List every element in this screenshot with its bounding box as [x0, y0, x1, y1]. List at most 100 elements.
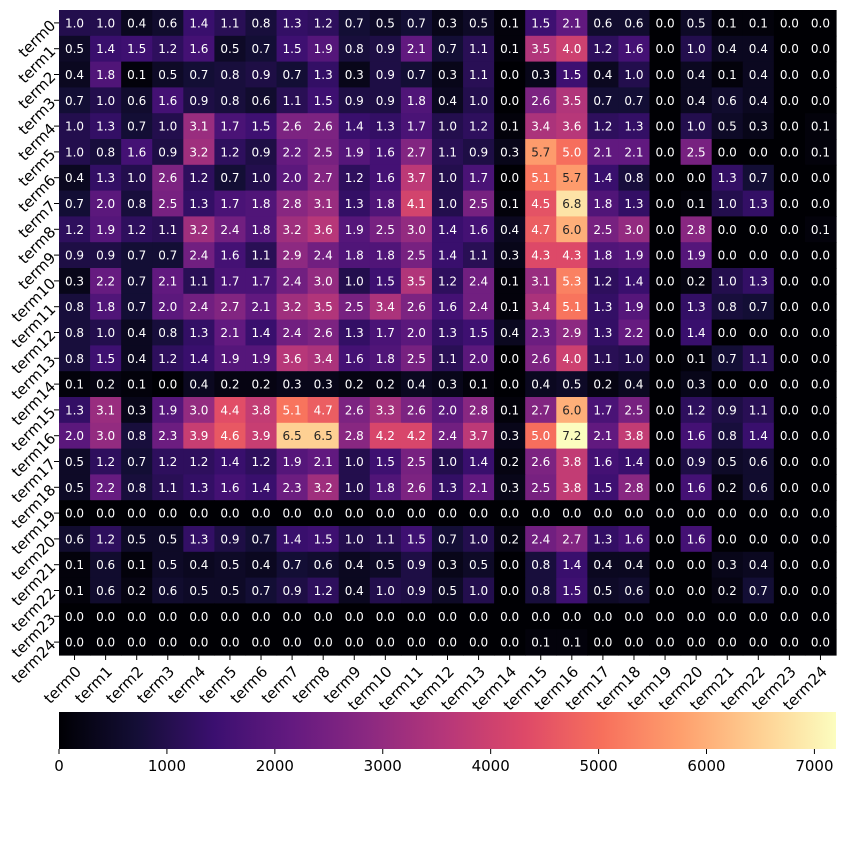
heatmap-cell [494, 164, 526, 192]
heatmap-cell [773, 293, 806, 321]
heatmap-cell [307, 216, 340, 243]
cell-value-label: 1.0 [96, 94, 115, 108]
heatmap-cell [649, 319, 682, 346]
cell-value-label: 1.5 [251, 120, 270, 134]
heatmap-cell [494, 345, 526, 372]
heatmap-cell [773, 61, 806, 88]
cell-value-label: 0.7 [127, 249, 146, 263]
heatmap-cell [338, 216, 371, 243]
cell-value-label: 0.5 [376, 16, 395, 30]
heatmap-cell [525, 87, 557, 114]
heatmap-cell [121, 216, 153, 243]
cell-value-label: 1.3 [438, 326, 457, 340]
cell-value-label: 0.0 [127, 507, 146, 521]
heatmap-cell [276, 629, 309, 656]
heatmap-cell [245, 319, 278, 346]
heatmap-cell [680, 345, 713, 372]
heatmap-cell [711, 422, 744, 450]
cell-value-label: 3.0 [314, 274, 333, 288]
heatmap-cell [59, 474, 91, 501]
heatmap-cell [494, 293, 526, 321]
cell-value-label: 0.0 [189, 507, 208, 521]
cell-value-label: 0.5 [158, 68, 177, 82]
cell-value-label: 0.4 [127, 326, 146, 340]
heatmap-cell [400, 500, 433, 527]
cell-value-label: 1.0 [65, 120, 84, 134]
cell-value-label: 1.1 [283, 94, 302, 108]
cell-value-label: 0.7 [251, 42, 270, 56]
heatmap-cell [307, 422, 340, 450]
cell-value-label: 0.0 [656, 352, 675, 366]
cell-value-label: 0.9 [283, 584, 302, 598]
cell-value-label: 4.1 [407, 197, 426, 211]
cell-value-label: 0.4 [251, 558, 270, 572]
heatmap-cell [680, 242, 713, 269]
cell-value-label: 0.8 [624, 171, 643, 185]
heatmap-cell [618, 397, 651, 424]
heatmap-cell [214, 61, 247, 88]
heatmap-cell [276, 603, 309, 630]
heatmap-cell [463, 242, 495, 269]
heatmap-cell [400, 113, 433, 140]
heatmap-cell [214, 293, 247, 321]
cell-value-label: 0.4 [189, 558, 208, 572]
heatmap-cell [183, 397, 215, 424]
heatmap-cell [183, 35, 215, 63]
cell-value-label: 0.6 [749, 481, 768, 495]
heatmap-cell [773, 268, 806, 295]
cell-value-label: 2.7 [407, 145, 426, 159]
cell-value-label: 0.0 [500, 352, 519, 366]
heatmap-cell [338, 10, 371, 37]
cell-value-label: 0.6 [127, 94, 146, 108]
cell-value-label: 3.8 [562, 455, 581, 469]
cell-value-label: 0.1 [500, 120, 519, 134]
cell-value-label: 0.0 [656, 636, 675, 650]
heatmap-cell [711, 551, 744, 579]
cell-value-label: 1.0 [96, 326, 115, 340]
cell-value-label: 0.0 [158, 636, 177, 650]
heatmap-cell [587, 526, 620, 553]
cell-value-label: 1.0 [624, 352, 643, 366]
heatmap-cell [152, 500, 184, 527]
heatmap-cell [183, 10, 215, 37]
cell-value-label: 1.1 [469, 42, 488, 56]
cell-value-label: 1.9 [687, 249, 706, 263]
heatmap-cell [587, 61, 620, 88]
heatmap-cell [121, 397, 153, 424]
cell-value-label: 0.0 [780, 352, 799, 366]
cell-value-label: 1.5 [283, 42, 302, 56]
heatmap-cell [183, 551, 215, 579]
heatmap-cell [183, 139, 215, 166]
cell-value-label: 3.8 [624, 429, 643, 443]
cell-value-label: 2.0 [283, 171, 302, 185]
cell-value-label: 1.6 [687, 429, 706, 443]
cell-value-label: 0.1 [469, 378, 488, 392]
heatmap-cell [618, 474, 651, 501]
cell-value-label: 0.9 [407, 584, 426, 598]
colorbar-tick-label: 7000 [795, 757, 833, 775]
cell-value-label: 0.0 [407, 507, 426, 521]
heatmap-cell [152, 139, 184, 166]
cell-value-label: 0.0 [251, 610, 270, 624]
cell-value-label: 0.0 [811, 300, 830, 314]
cell-value-label: 0.6 [158, 16, 177, 30]
colorbar-tick-label: 4000 [472, 757, 510, 775]
heatmap-cell [245, 397, 278, 424]
heatmap-cell [369, 319, 402, 346]
cell-value-label: 2.6 [407, 300, 426, 314]
heatmap-cell [649, 603, 682, 630]
heatmap-cell [742, 35, 775, 63]
heatmap-cell [121, 603, 153, 630]
heatmap-cell [90, 551, 122, 579]
cell-value-label: 0.0 [811, 610, 830, 624]
cell-value-label: 1.3 [283, 16, 302, 30]
cell-value-label: 1.7 [376, 326, 395, 340]
heatmap-cell [431, 164, 464, 192]
cell-value-label: 0.6 [593, 16, 612, 30]
cell-value-label: 0.0 [624, 636, 643, 650]
heatmap-cell [494, 629, 526, 656]
cell-value-label: 1.2 [593, 120, 612, 134]
heatmap-cell [338, 242, 371, 269]
heatmap-cell [59, 371, 91, 398]
heatmap-cell [90, 500, 122, 527]
